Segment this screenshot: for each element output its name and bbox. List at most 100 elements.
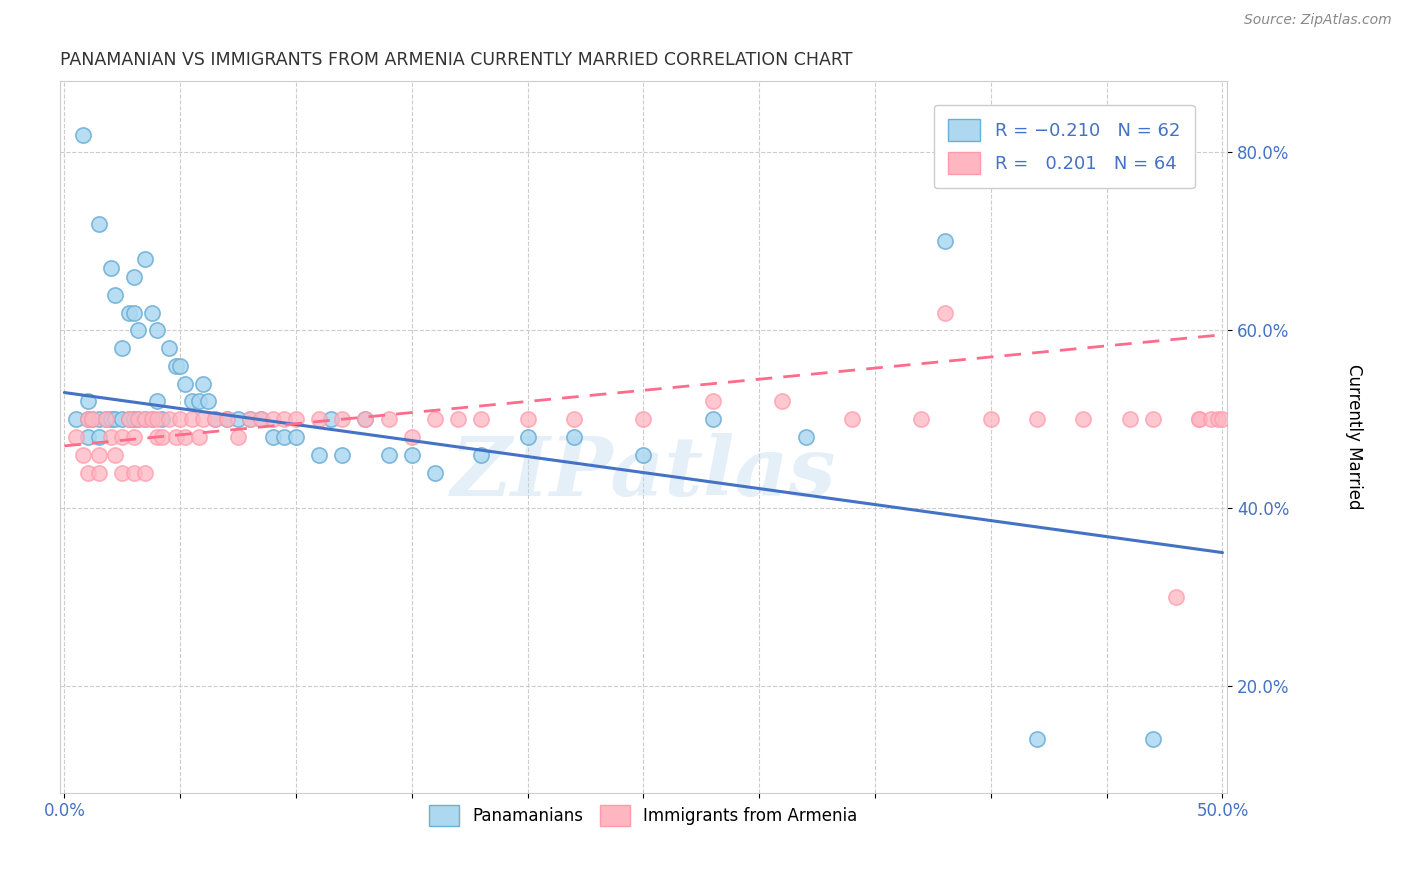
Point xyxy=(1073,412,1095,426)
Point xyxy=(401,430,423,444)
Point xyxy=(134,252,156,267)
Point xyxy=(330,448,353,462)
Point xyxy=(104,287,127,301)
Point xyxy=(702,412,724,426)
Point xyxy=(193,412,215,426)
Point xyxy=(215,412,238,426)
Point xyxy=(134,412,156,426)
Point xyxy=(134,466,156,480)
Point xyxy=(447,412,470,426)
Point xyxy=(187,430,209,444)
Point xyxy=(934,235,956,249)
Point xyxy=(76,412,98,426)
Point xyxy=(94,412,117,426)
Point xyxy=(285,430,308,444)
Point xyxy=(87,466,110,480)
Point xyxy=(122,269,145,284)
Point xyxy=(239,412,262,426)
Point xyxy=(165,430,187,444)
Point xyxy=(141,412,163,426)
Point xyxy=(423,466,446,480)
Point xyxy=(308,448,330,462)
Point xyxy=(94,412,117,426)
Point xyxy=(100,430,122,444)
Point xyxy=(157,341,180,355)
Point xyxy=(262,430,284,444)
Point xyxy=(82,412,104,426)
Point xyxy=(122,430,145,444)
Point xyxy=(934,305,956,319)
Point xyxy=(1199,412,1222,426)
Point xyxy=(1026,412,1049,426)
Point xyxy=(980,412,1002,426)
Point xyxy=(215,412,238,426)
Point xyxy=(1142,732,1164,747)
Point xyxy=(150,412,173,426)
Point xyxy=(76,430,98,444)
Text: PANAMANIAN VS IMMIGRANTS FROM ARMENIA CURRENTLY MARRIED CORRELATION CHART: PANAMANIAN VS IMMIGRANTS FROM ARMENIA CU… xyxy=(59,51,852,69)
Point xyxy=(1142,412,1164,426)
Point xyxy=(1211,412,1233,426)
Point xyxy=(1119,412,1142,426)
Point xyxy=(165,359,187,373)
Point xyxy=(193,376,215,391)
Point xyxy=(377,412,399,426)
Point xyxy=(702,394,724,409)
Point xyxy=(204,412,226,426)
Point xyxy=(87,430,110,444)
Point xyxy=(118,305,141,319)
Point xyxy=(401,448,423,462)
Point xyxy=(562,430,585,444)
Point xyxy=(72,128,94,142)
Point xyxy=(111,412,134,426)
Point xyxy=(273,430,295,444)
Point xyxy=(127,323,149,337)
Point xyxy=(308,412,330,426)
Point xyxy=(1188,412,1211,426)
Point xyxy=(87,412,110,426)
Point xyxy=(146,430,169,444)
Point xyxy=(104,412,127,426)
Point xyxy=(1166,590,1188,604)
Point xyxy=(87,217,110,231)
Point xyxy=(169,412,191,426)
Point xyxy=(516,430,538,444)
Point xyxy=(423,412,446,426)
Point xyxy=(226,430,249,444)
Point xyxy=(141,305,163,319)
Point xyxy=(122,466,145,480)
Point xyxy=(319,412,342,426)
Point xyxy=(285,412,308,426)
Point xyxy=(841,412,863,426)
Point xyxy=(794,430,817,444)
Point xyxy=(127,412,149,426)
Point xyxy=(516,412,538,426)
Point xyxy=(104,448,127,462)
Point xyxy=(134,412,156,426)
Point xyxy=(250,412,273,426)
Point xyxy=(239,412,262,426)
Point xyxy=(354,412,377,426)
Point xyxy=(127,412,149,426)
Point xyxy=(100,261,122,276)
Point xyxy=(150,430,173,444)
Point xyxy=(262,412,284,426)
Legend: Panamanians, Immigrants from Armenia: Panamanians, Immigrants from Armenia xyxy=(420,797,866,834)
Point xyxy=(204,412,226,426)
Y-axis label: Currently Married: Currently Married xyxy=(1346,364,1362,509)
Point xyxy=(118,412,141,426)
Point xyxy=(197,394,219,409)
Point xyxy=(76,412,98,426)
Point xyxy=(633,412,655,426)
Point xyxy=(562,412,585,426)
Point xyxy=(111,466,134,480)
Point xyxy=(141,412,163,426)
Point xyxy=(118,412,141,426)
Point xyxy=(187,394,209,409)
Point xyxy=(65,430,87,444)
Point xyxy=(1026,732,1049,747)
Point xyxy=(377,448,399,462)
Text: ZIPatlas: ZIPatlas xyxy=(451,433,837,513)
Point xyxy=(273,412,295,426)
Point xyxy=(76,466,98,480)
